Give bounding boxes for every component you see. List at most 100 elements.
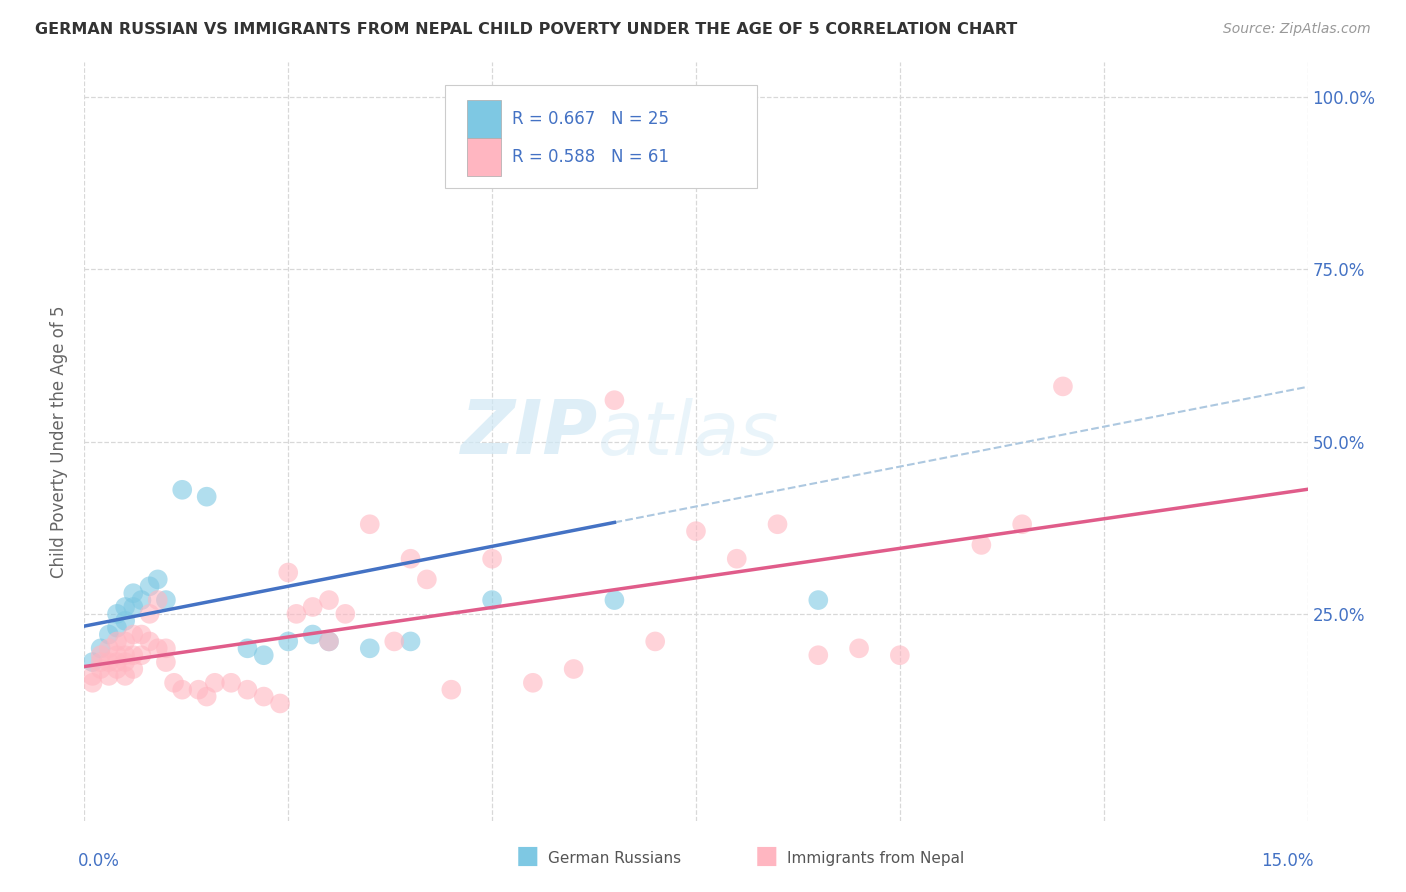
Point (82, 669, 104, 683)
Point (172, 682, 194, 697)
Point (90, 662, 112, 676)
Text: GERMAN RUSSIAN VS IMMIGRANTS FROM NEPAL CHILD POVERTY UNDER THE AGE OF 5 CORRELA: GERMAN RUSSIAN VS IMMIGRANTS FROM NEPAL … (35, 22, 1018, 37)
Text: ■: ■ (516, 844, 538, 868)
Point (82, 675, 104, 690)
Point (82, 655, 104, 669)
Point (105, 655, 128, 669)
Point (970, 538, 993, 552)
Point (114, 614, 136, 628)
Text: 0.0%: 0.0% (79, 852, 120, 870)
Point (90, 648, 112, 663)
Point (114, 634, 136, 648)
Point (889, 648, 911, 663)
Point (236, 682, 259, 697)
Point (146, 593, 169, 607)
Point (122, 648, 145, 663)
Point (481, 551, 503, 566)
Text: atlas: atlas (598, 398, 779, 470)
Point (725, 551, 748, 566)
Point (138, 634, 160, 648)
Point (359, 641, 381, 656)
Point (603, 593, 626, 607)
Point (301, 599, 323, 614)
Point (359, 517, 381, 532)
Point (644, 634, 666, 648)
Point (114, 669, 136, 683)
Point (114, 599, 136, 614)
Point (399, 634, 422, 648)
Point (90, 641, 112, 656)
Point (236, 641, 259, 656)
Point (685, 524, 707, 538)
Point (105, 607, 128, 621)
Point (138, 607, 160, 621)
Text: ■: ■ (755, 844, 778, 868)
Point (163, 675, 186, 690)
Point (122, 627, 145, 641)
Point (848, 641, 870, 656)
Point (204, 675, 226, 690)
Point (97, 627, 120, 641)
Point (318, 634, 340, 648)
Point (90, 655, 112, 669)
Point (277, 566, 299, 580)
Point (138, 579, 160, 593)
Point (335, 607, 357, 621)
Point (318, 634, 340, 648)
Point (131, 627, 153, 641)
Point (1052, 379, 1074, 393)
Point (603, 393, 626, 408)
Point (522, 675, 544, 690)
Point (131, 648, 153, 663)
Point (172, 483, 194, 497)
Point (440, 682, 463, 697)
Bar (467, 100, 502, 138)
Point (187, 682, 209, 697)
Text: Immigrants from Nepal: Immigrants from Nepal (787, 851, 965, 865)
Bar (467, 138, 502, 177)
Point (146, 573, 169, 587)
Point (105, 648, 128, 663)
Point (269, 697, 291, 711)
Text: Source: ZipAtlas.com: Source: ZipAtlas.com (1223, 22, 1371, 37)
Point (105, 621, 128, 635)
Point (114, 648, 136, 663)
Text: R = 0.588   N = 61: R = 0.588 N = 61 (513, 148, 669, 166)
Point (766, 517, 789, 532)
Point (285, 607, 308, 621)
Point (97, 669, 120, 683)
Point (382, 634, 405, 648)
Point (399, 551, 422, 566)
Point (603, 90, 626, 104)
Point (318, 593, 340, 607)
Point (1011, 517, 1033, 532)
Point (155, 641, 177, 656)
Point (155, 593, 177, 607)
Point (131, 593, 153, 607)
Y-axis label: Child Poverty Under the Age of 5: Child Poverty Under the Age of 5 (49, 305, 67, 578)
Point (146, 641, 169, 656)
Point (155, 655, 177, 669)
Point (562, 662, 585, 676)
Point (105, 662, 128, 676)
Text: ZIP: ZIP (461, 398, 598, 470)
Point (97, 655, 120, 669)
Text: German Russians: German Russians (548, 851, 682, 865)
Point (195, 690, 218, 704)
Text: 15.0%: 15.0% (1261, 852, 1313, 870)
Point (122, 662, 145, 676)
Point (114, 655, 136, 669)
Point (122, 586, 145, 600)
Point (416, 573, 439, 587)
Point (253, 648, 276, 663)
Point (97, 641, 120, 656)
Point (219, 675, 242, 690)
Point (105, 634, 128, 648)
Point (807, 648, 830, 663)
Point (301, 627, 323, 641)
FancyBboxPatch shape (446, 85, 758, 187)
Point (807, 593, 830, 607)
Text: R = 0.667   N = 25: R = 0.667 N = 25 (513, 111, 669, 128)
Point (122, 599, 145, 614)
Point (195, 490, 218, 504)
